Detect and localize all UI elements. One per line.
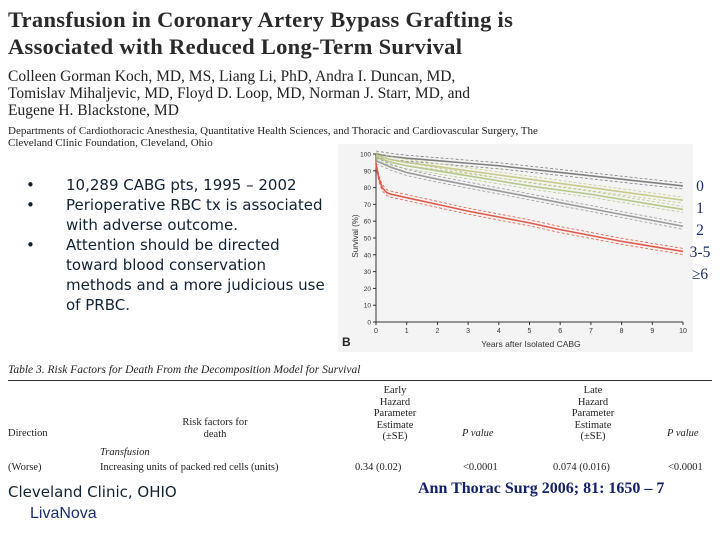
affiliations: Departments of Cardiothoracic Anesthesia… xyxy=(8,125,713,149)
table-caption: Table 3. Risk Factors for Death From the… xyxy=(8,364,361,376)
series-ci-upper-3-5 xyxy=(375,157,684,224)
y-tick-label: 90 xyxy=(364,168,372,175)
y-axis-label: Survival (%) xyxy=(351,214,360,257)
header-late-line-2: Hazard xyxy=(577,396,609,408)
x-tick-label: 0 xyxy=(374,328,378,335)
authors: Colleen Gorman Koch, MD, MS, Liang Li, P… xyxy=(8,68,713,119)
bullet-dot: • xyxy=(26,236,35,254)
header-early-line-5: (±SE) xyxy=(382,431,408,442)
x-tick-label: 2 xyxy=(435,328,439,335)
paper-title: Transfusion in Coronary Artery Bypass Gr… xyxy=(8,6,713,60)
series-line-1 xyxy=(375,154,684,201)
header-late-line-5: (±SE) xyxy=(580,431,606,442)
series-ci-lower-2 xyxy=(375,160,684,213)
y-tick-label: 0 xyxy=(367,320,371,327)
header-early-hazard: Early Hazard Parameter Estimate (±SE) xyxy=(355,385,435,443)
row-factor: Increasing units of packed red cells (un… xyxy=(100,462,279,473)
table-section-label: Transfusion xyxy=(100,447,150,458)
header-early-line-4: Estimate xyxy=(376,419,414,431)
x-tick-label: 9 xyxy=(650,328,654,335)
header-late-line-1: Late xyxy=(583,385,603,396)
row-late-p: <0.0001 xyxy=(668,462,703,473)
y-tick-label: 40 xyxy=(364,252,372,259)
header-direction: Direction xyxy=(8,428,48,439)
institution-label: Cleveland Clinic, OHIO xyxy=(8,483,177,501)
x-tick-label: 10 xyxy=(679,328,687,335)
legend-label-6-plus: ≥6 xyxy=(691,266,709,283)
series-ci-lower-0 xyxy=(375,156,684,190)
header-risk-factors: Risk factors for death xyxy=(155,417,275,440)
panel-label: B xyxy=(342,335,351,349)
title-line-1: Transfusion in Coronary Artery Bypass Gr… xyxy=(8,7,514,32)
series-ci-lower-≥6 xyxy=(375,167,684,255)
row-late-estimate: 0.074 (0.016) xyxy=(553,462,610,473)
header-risk-line-2: death xyxy=(203,428,227,440)
row-early-p: <0.0001 xyxy=(463,462,498,473)
x-tick-label: 4 xyxy=(497,328,501,335)
affiliation-line-1: Departments of Cardiothoracic Anesthesia… xyxy=(8,125,538,137)
x-tick-label: 1 xyxy=(405,328,409,335)
affiliation-line-2: Cleveland Clinic Foundation, Cleveland, … xyxy=(8,137,213,149)
y-tick-label: 70 xyxy=(364,202,372,209)
x-tick-label: 7 xyxy=(589,328,593,335)
bullet-text: Attention should be directed toward bloo… xyxy=(66,236,325,314)
series-line-3-5 xyxy=(375,159,684,228)
bullet-item: • 10,289 CABG pts, 1995 – 2002 xyxy=(26,175,326,195)
header-late-line-4: Estimate xyxy=(574,419,612,431)
authors-line-1: Colleen Gorman Koch, MD, MS, Liang Li, P… xyxy=(8,68,456,85)
header-early-line-1: Early xyxy=(383,385,407,396)
livanova-logo: LivaNova xyxy=(30,505,97,522)
chart-legend: 0 1 2 3-5 ≥6 xyxy=(685,176,715,286)
series-line-0 xyxy=(375,153,684,187)
y-tick-label: 80 xyxy=(364,185,372,192)
bullet-dot: • xyxy=(26,196,35,214)
row-direction: (Worse) xyxy=(8,462,42,473)
x-tick-label: 6 xyxy=(558,328,562,335)
series-ci-lower-3-5 xyxy=(375,163,684,230)
x-tick-label: 8 xyxy=(620,328,624,335)
bullet-text: 10,289 CABG pts, 1995 – 2002 xyxy=(66,176,297,194)
y-tick-label: 20 xyxy=(364,286,372,293)
series-line-≥6 xyxy=(375,163,684,253)
series-ci-upper-≥6 xyxy=(375,160,684,249)
x-tick-label: 3 xyxy=(466,328,470,335)
citation: Ann Thorac Surg 2006; 81: 1650 – 7 xyxy=(418,480,665,497)
series-line-2 xyxy=(375,156,684,211)
bullet-text: Perioperative RBC tx is associated with … xyxy=(66,196,323,234)
series-layer xyxy=(375,150,684,255)
y-tick-label: 10 xyxy=(364,303,372,310)
header-early-line-2: Hazard xyxy=(379,396,411,408)
authors-line-2: Tomislav Mihaljevic, MD, Floyd D. Loop, … xyxy=(8,85,470,102)
legend-label-1: 1 xyxy=(696,200,704,217)
y-tick-label: 50 xyxy=(364,236,372,243)
series-ci-upper-2 xyxy=(375,153,684,207)
chart-axes: 0 10 20 30 40 50 60 70 80 90 100 0 1 2 3 4 5 6 7 8 9 10 xyxy=(360,152,687,336)
y-tick-label: 30 xyxy=(364,269,372,276)
legend-label-0: 0 xyxy=(696,178,704,195)
bullet-list: • 10,289 CABG pts, 1995 – 2002 • Periopera… xyxy=(26,175,326,315)
y-tick-label: 100 xyxy=(360,152,371,159)
legend-label-3-5: 3-5 xyxy=(689,244,711,261)
header-p-value-early: P value xyxy=(462,428,494,439)
x-tick-label: 5 xyxy=(528,328,532,335)
table-rule xyxy=(8,380,712,381)
series-ci-upper-0 xyxy=(375,150,684,184)
header-early-line-3: Parameter xyxy=(373,408,417,419)
authors-line-3: Eugene H. Blackstone, MD xyxy=(8,102,179,119)
header-late-line-3: Parameter xyxy=(571,408,615,419)
survival-chart: B Survival (%) Years after Isolated CABG… xyxy=(338,144,693,352)
bullet-item: • Attention should be directed toward blo… xyxy=(26,235,326,315)
y-tick-label: 60 xyxy=(364,219,372,226)
header-late-hazard: Late Hazard Parameter Estimate (±SE) xyxy=(553,385,633,443)
legend-label-2: 2 xyxy=(696,222,704,239)
row-early-estimate: 0.34 (0.02) xyxy=(355,462,402,473)
header-risk-line-1: Risk factors for xyxy=(182,417,248,428)
header-p-value-late: P value xyxy=(667,428,699,439)
bullet-item: • Perioperative RBC tx is associated with… xyxy=(26,195,326,235)
bullet-dot: • xyxy=(26,176,35,194)
title-line-2: Associated with Reduced Long-Term Surviv… xyxy=(8,34,463,59)
x-axis-label: Years after Isolated CABG xyxy=(481,339,580,349)
chart-background xyxy=(338,144,693,352)
